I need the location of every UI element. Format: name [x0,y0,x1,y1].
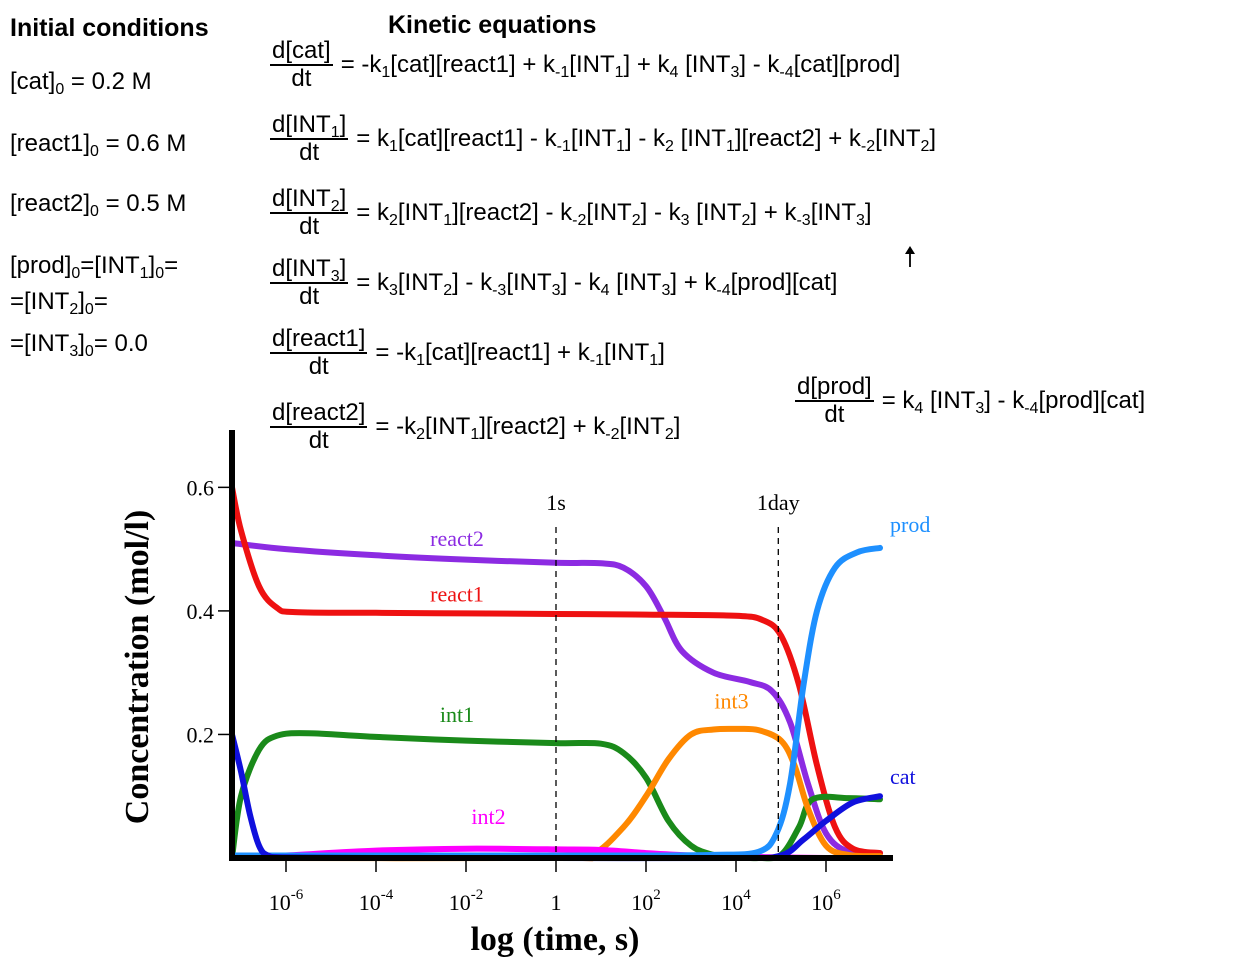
marker-label-1s: 1s [546,490,566,515]
x-tick-label: 10-6 [269,887,304,915]
y-tick-label: 0.6 [187,475,215,500]
equation-int3: d[INT3] dt = k3[INT2] - k-3[INT3] - k4 [I… [270,255,838,310]
other-initial-condition-line3: =[INT3]0= 0.0 [10,330,148,360]
x-tick-label: 1 [551,890,562,915]
other-initial-condition-line2: =[INT2]0= [10,288,108,318]
equation-int2: d[INT2] dt = k2[INT1][react2] - k-2[INT2]… [270,185,872,240]
other-initial-condition-line1: [prod]0=[INT1]0= [10,252,179,282]
x-tick-label: 104 [721,887,751,915]
y-tick-label: 0.2 [187,722,215,747]
series-label-cat: cat [890,764,916,789]
x-axis-label: log (time, s) [470,921,639,958]
series-label-react2: react2 [430,526,484,551]
equation-int1: d[INT1] dt = k1[cat][react1] - k-1[INT1] … [270,111,937,166]
series-label-int3: int3 [714,689,748,714]
marker-label-1day: 1day [757,490,800,515]
equation-cat: d[cat] dt = -k1[cat][react1] + k-1[INT1] … [270,37,901,92]
series-label-int2: int2 [471,804,505,829]
kinetic-equations-heading: Kinetic equations [388,11,597,39]
x-tick-label: 106 [811,887,841,915]
series-label-int1: int1 [440,702,474,727]
react2-initial-condition: [react2]0 = 0.5 M [10,190,187,220]
equation-prod: d[prod] dt = k4 [INT3] - k-4[prod][cat] [795,373,1146,428]
axes: 0.2 0.4 0.6 10-6 10-4 10-2 1 102 104 106 [187,430,893,915]
series-line-react1 [229,484,883,857]
y-axis-label: Concentration (mol/l) [119,510,156,824]
initial-conditions-heading: Initial conditions [10,14,209,42]
x-tick-label: 102 [631,887,661,915]
y-tick-label: 0.4 [187,599,215,624]
series-line-react2 [229,540,883,857]
x-tick-label: 10-4 [359,887,394,915]
cat-initial-condition: [cat]0 = 0.2 M [10,68,152,98]
react1-initial-condition: [react1]0 = 0.6 M [10,130,187,160]
equation-react1: d[react1] dt = -k1[cat][react1] + k-1[INT… [270,325,665,380]
arrow-up-icon [903,246,917,268]
equation-react2: d[react2] dt = -k2[INT1][react2] + k-2[IN… [270,399,681,454]
series-label-prod: prod [890,512,930,537]
time-markers: 1s 1day [546,490,800,858]
series-labels: react2 react1 int1 int3 int2 prod cat [430,512,930,829]
x-tick-label: 10-2 [449,887,484,915]
series-label-react1: react1 [430,582,484,607]
series-line-int1 [229,730,883,862]
